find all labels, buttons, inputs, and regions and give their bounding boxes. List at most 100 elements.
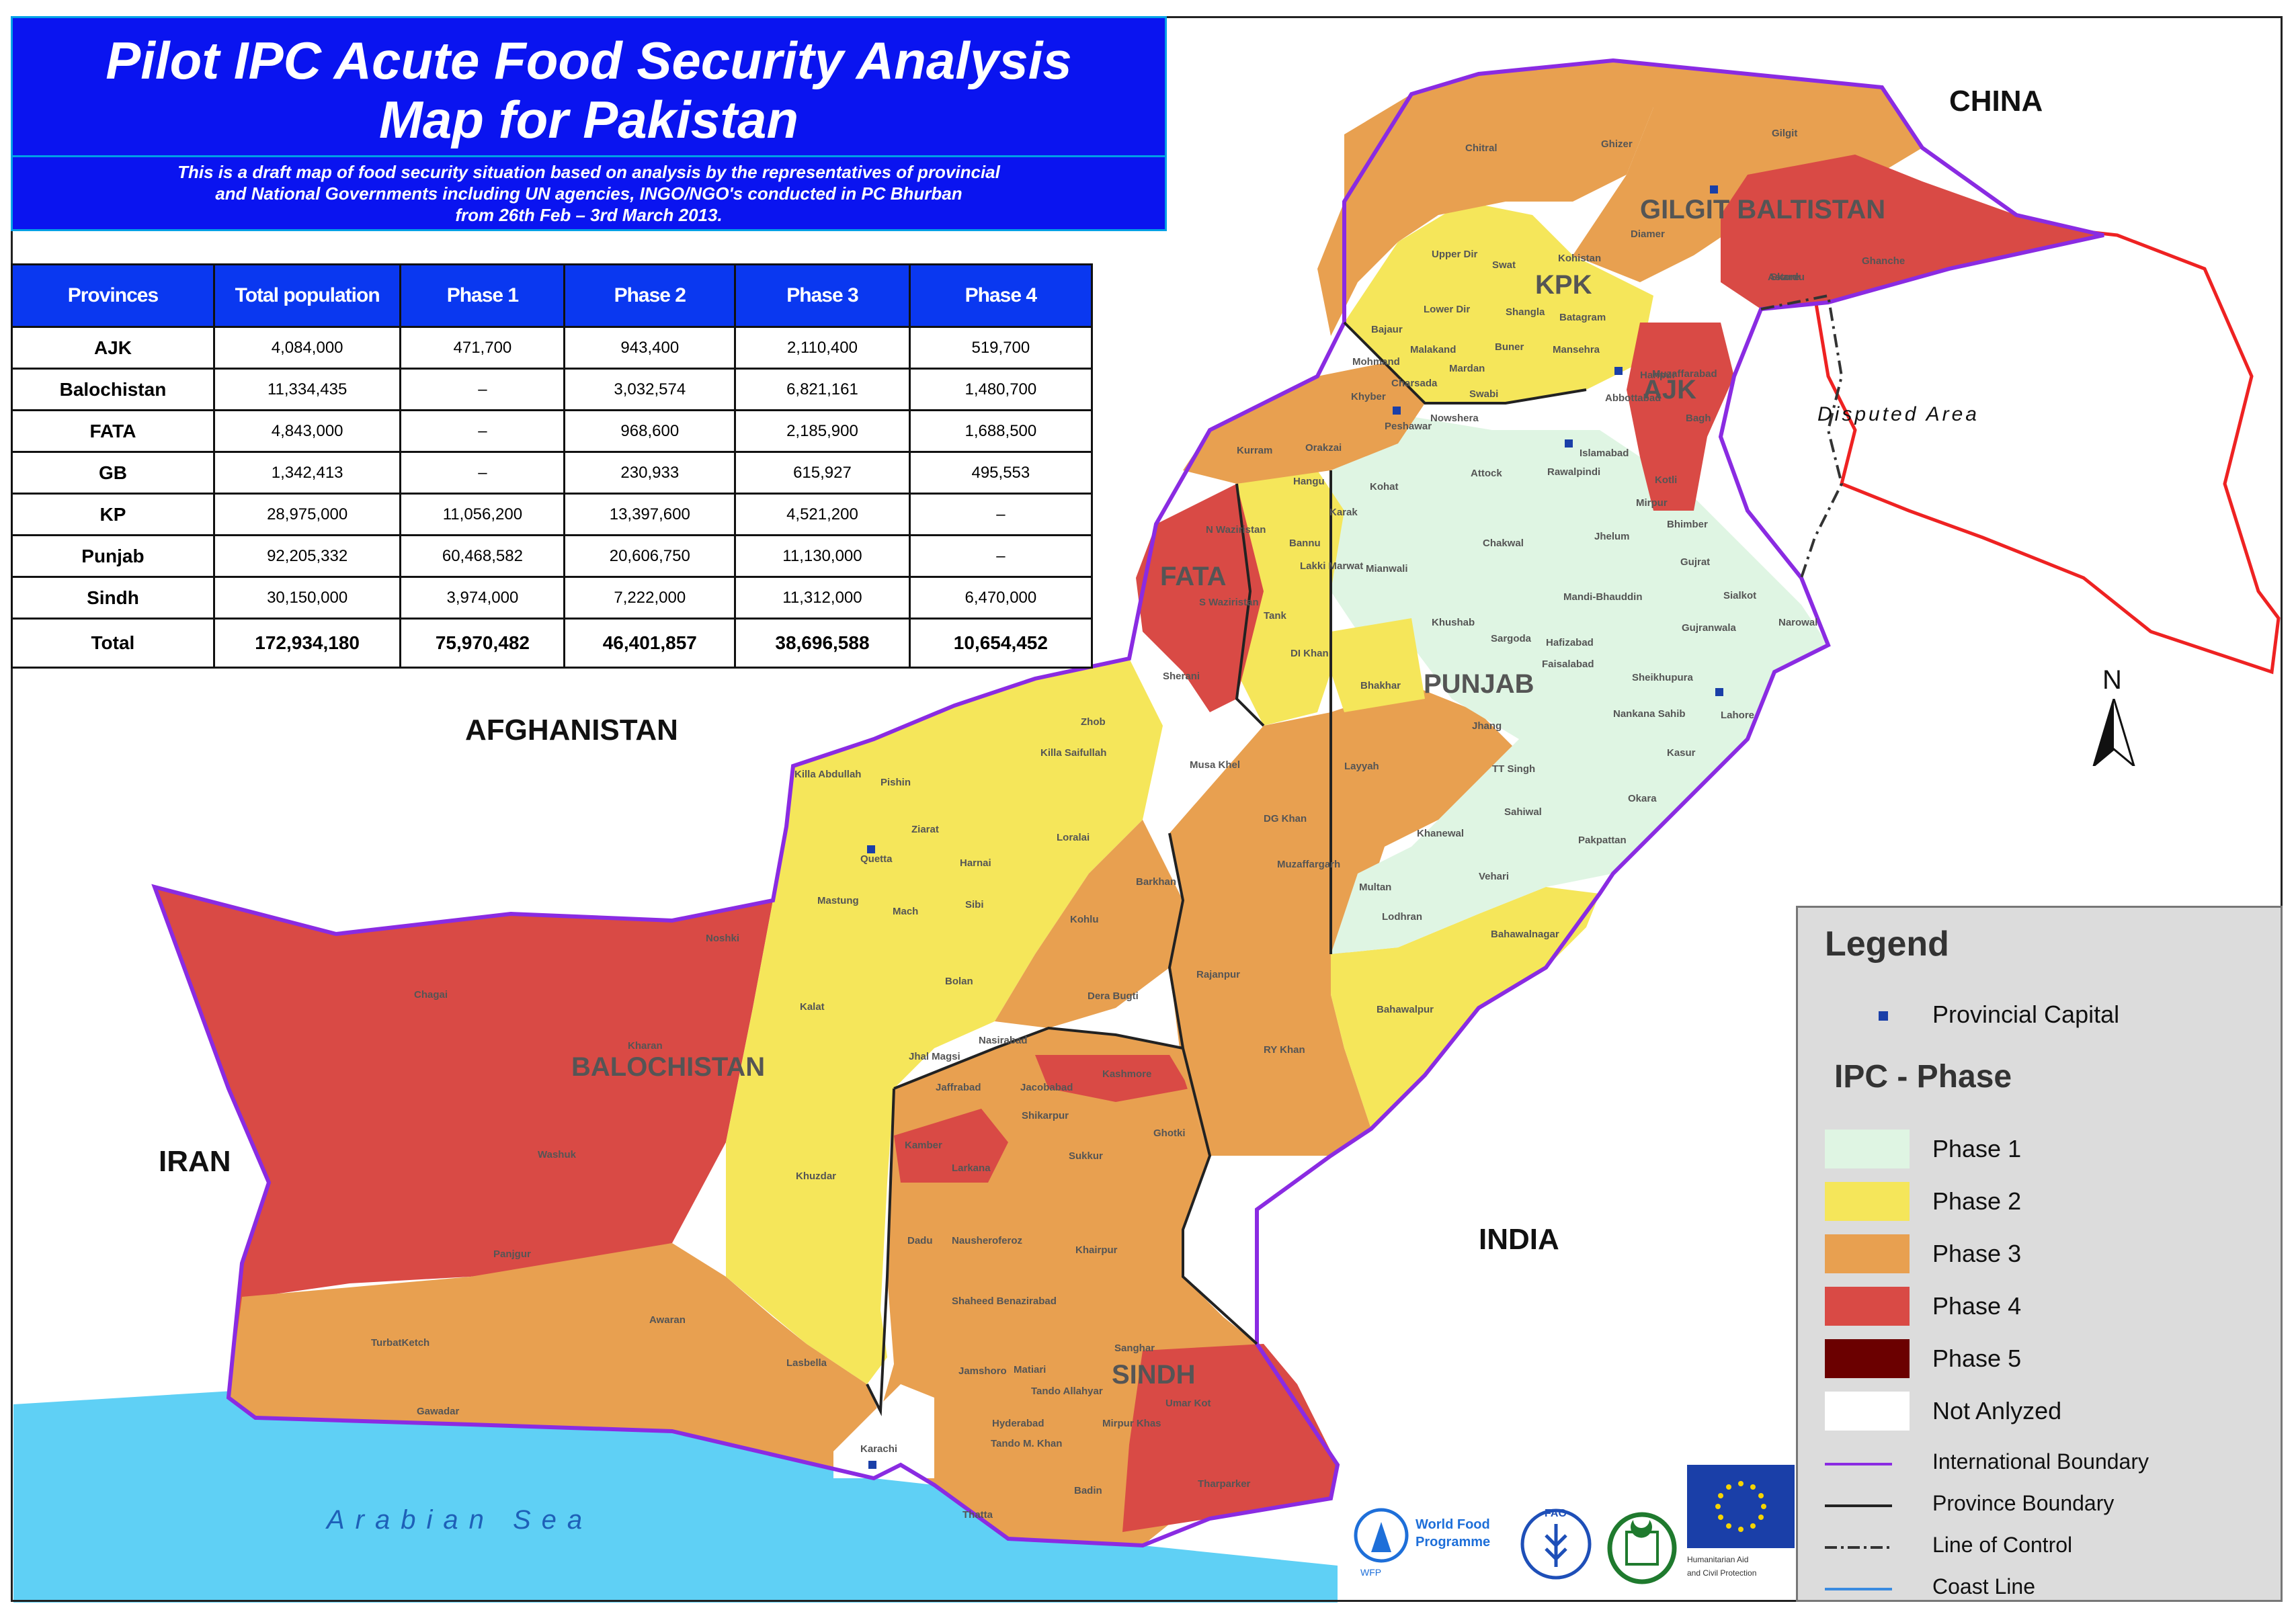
value-cell: 471,700: [399, 326, 566, 370]
table-header: Phase 1: [399, 263, 566, 328]
north-arrow-icon: [2092, 699, 2135, 766]
district-label: Bahawalnagar: [1491, 929, 1559, 940]
province-population-table: Provinces Total population Phase 1 Phase…: [11, 263, 1094, 669]
province-name-cell: AJK: [11, 326, 215, 370]
district-label: Ziarat: [911, 824, 939, 835]
district-label: Mandi-Bhauddin: [1563, 591, 1643, 603]
district-label: Haripur: [1640, 370, 1676, 381]
table-row: Sindh 30,150,000 3,974,000 7,222,000 11,312,…: [11, 576, 1094, 620]
capital-marker-karachi: [868, 1461, 876, 1469]
district-label: Barkhan: [1136, 876, 1177, 888]
legend-line-symbol: [1825, 1546, 1892, 1549]
district-label: TT Singh: [1492, 763, 1536, 775]
legend-ipc-title: IPC - Phase: [1834, 1059, 2012, 1095]
district-label: Vehari: [1479, 871, 1510, 882]
district-label: Nausheroferoz: [952, 1235, 1023, 1246]
district-label: Harnai: [960, 857, 991, 869]
district-label: Kashmore: [1102, 1068, 1152, 1080]
district-label: Skardu: [1770, 271, 1805, 283]
district-label: Peshawar: [1385, 421, 1432, 432]
table-header: Phase 3: [734, 263, 911, 328]
district-label: Mohmand: [1352, 356, 1400, 368]
district-label: Bhimber: [1667, 519, 1708, 530]
province-name-cell: GB: [11, 451, 215, 495]
value-cell: 968,600: [563, 409, 737, 453]
district-label: Sukkur: [1069, 1150, 1103, 1162]
district-label: Bajaur: [1371, 324, 1403, 335]
district-label: Muzaffarabad: [1652, 368, 1717, 380]
district-label: Mianwali: [1366, 563, 1408, 575]
value-cell: 11,130,000: [734, 534, 911, 578]
subtitle-line-2: and National Governments including UN ag…: [215, 183, 962, 204]
district-label: Lodhran: [1382, 911, 1422, 923]
district-label: Karak: [1329, 507, 1358, 518]
region-chitral: [1317, 60, 1653, 336]
district-label: Loralai: [1057, 832, 1090, 843]
district-label: Kohistan: [1558, 253, 1602, 264]
district-label: Kohat: [1370, 481, 1399, 493]
district-label: Khyber: [1351, 391, 1386, 402]
legend-phase-row: Phase 5: [1798, 1339, 2281, 1386]
district-label: Washuk: [538, 1149, 576, 1160]
value-cell: 3,974,000: [399, 576, 566, 620]
district-label: Okara: [1628, 793, 1657, 804]
district-label: DI Khan: [1290, 648, 1329, 659]
district-label: S Waziristan: [1199, 597, 1259, 608]
district-label: Gawadar: [417, 1406, 460, 1417]
district-label: Pishin: [880, 777, 911, 788]
district-label: Lakki Marwat: [1300, 560, 1364, 572]
region-kp-central: [1344, 202, 1653, 403]
region-kashmore: [1035, 1055, 1190, 1102]
eu-flag-icon: [1687, 1465, 1795, 1548]
region-makran: [229, 1243, 901, 1478]
district-label: Shaheed Benazirabad: [952, 1295, 1057, 1307]
partner-logos: World Food Programme WFP FAO Humanit: [1351, 1465, 1795, 1599]
table-row: Punjab 92,205,332 60,468,582 20,606,750 11,1…: [11, 534, 1094, 578]
province-name-cell: KP: [11, 493, 215, 536]
fao-logo: FAO: [1519, 1505, 1593, 1586]
district-label: Batagram: [1559, 312, 1606, 323]
total-label-cell: Total: [11, 618, 215, 669]
total-value-cell: 10,654,452: [908, 618, 1094, 669]
value-cell: –: [399, 451, 566, 495]
capital-marker-peshawar: [1393, 407, 1401, 415]
region-karachi: [833, 1384, 934, 1478]
district-label: Sialkot: [1723, 590, 1757, 601]
legend-phase-label: Phase 3: [1932, 1240, 2022, 1267]
value-cell: 7,222,000: [563, 576, 737, 620]
district-label: Khanewal: [1417, 828, 1465, 839]
echo-text-1: Humanitarian Aid: [1687, 1555, 1749, 1564]
title-line-1: Pilot IPC Acute Food Security Analysis: [106, 31, 1072, 90]
region-balochistan-west: [155, 887, 773, 1384]
district-label: Umar Kot: [1165, 1398, 1211, 1409]
district-label: Buner: [1495, 341, 1524, 353]
district-label: Hyderabad: [992, 1418, 1044, 1429]
district-label: Kharan: [628, 1040, 663, 1052]
region-fata: [1136, 484, 1264, 712]
district-label: Nasirabad: [979, 1035, 1028, 1046]
district-label: Shikarpur: [1022, 1110, 1069, 1121]
district-label: Tando Allahyar: [1031, 1386, 1103, 1397]
district-label: Sibi: [965, 899, 984, 910]
district-label: Bagh: [1686, 413, 1711, 424]
fao-text: FAO: [1545, 1508, 1567, 1519]
province-name-cell: Sindh: [11, 576, 215, 620]
district-label: Kohlu: [1070, 914, 1099, 925]
legend-phase-label: Phase 1: [1932, 1135, 2022, 1162]
legend-line-row: Coast Line: [1798, 1569, 2281, 1616]
value-cell: 1,342,413: [212, 451, 402, 495]
district-label: RY Khan: [1264, 1044, 1305, 1056]
legend-line-row: Province Boundary: [1798, 1486, 2281, 1533]
district-label: Attock: [1471, 468, 1502, 479]
label-kpk: KPK: [1535, 270, 1592, 300]
district-label: Multan: [1359, 882, 1392, 893]
province-name-cell: Punjab: [11, 534, 215, 578]
district-label: Thatta: [962, 1509, 993, 1521]
wfp-logo: World Food Programme WFP: [1351, 1505, 1492, 1586]
district-label: Astore: [1768, 271, 1800, 283]
legend-phase-row: Not Anlyzed: [1798, 1392, 2281, 1439]
legend-swatch: [1825, 1339, 1910, 1378]
district-label: Awaran: [649, 1314, 686, 1326]
label-fata: FATA: [1160, 562, 1227, 591]
